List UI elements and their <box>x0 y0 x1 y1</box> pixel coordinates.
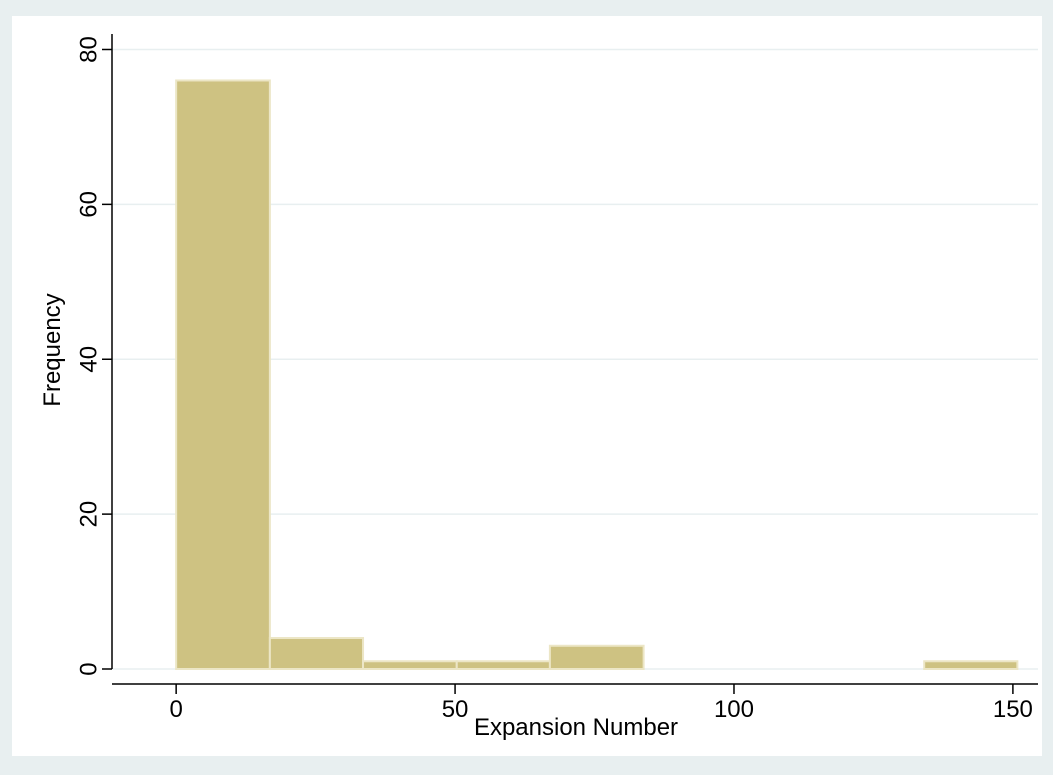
y-tick-label-20: 20 <box>75 501 102 528</box>
histogram-bar-1 <box>268 637 365 671</box>
histogram-bar-4 <box>548 644 645 671</box>
plot-area <box>12 16 1042 756</box>
axes: 0 20 40 60 80 0 50 100 150 <box>75 34 1038 723</box>
histogram-bar-8 <box>923 660 1019 671</box>
y-tick-label-40: 40 <box>75 346 102 373</box>
x-tick-label-100: 100 <box>714 696 754 723</box>
histogram-bar-2 <box>362 660 458 671</box>
y-axis-label: Frequency <box>39 293 66 406</box>
histogram-bar-3 <box>455 660 551 671</box>
x-tick-label-150: 150 <box>993 696 1033 723</box>
x-axis-label: Expansion Number <box>474 714 678 741</box>
x-tick-label-50: 50 <box>442 696 469 723</box>
histogram-bar-0 <box>175 79 271 670</box>
y-tick-label-80: 80 <box>75 36 102 63</box>
bars <box>175 79 1019 671</box>
y-tick-label-60: 60 <box>75 191 102 218</box>
y-tick-label-0: 0 <box>75 662 102 675</box>
x-tick-label-0: 0 <box>169 696 182 723</box>
